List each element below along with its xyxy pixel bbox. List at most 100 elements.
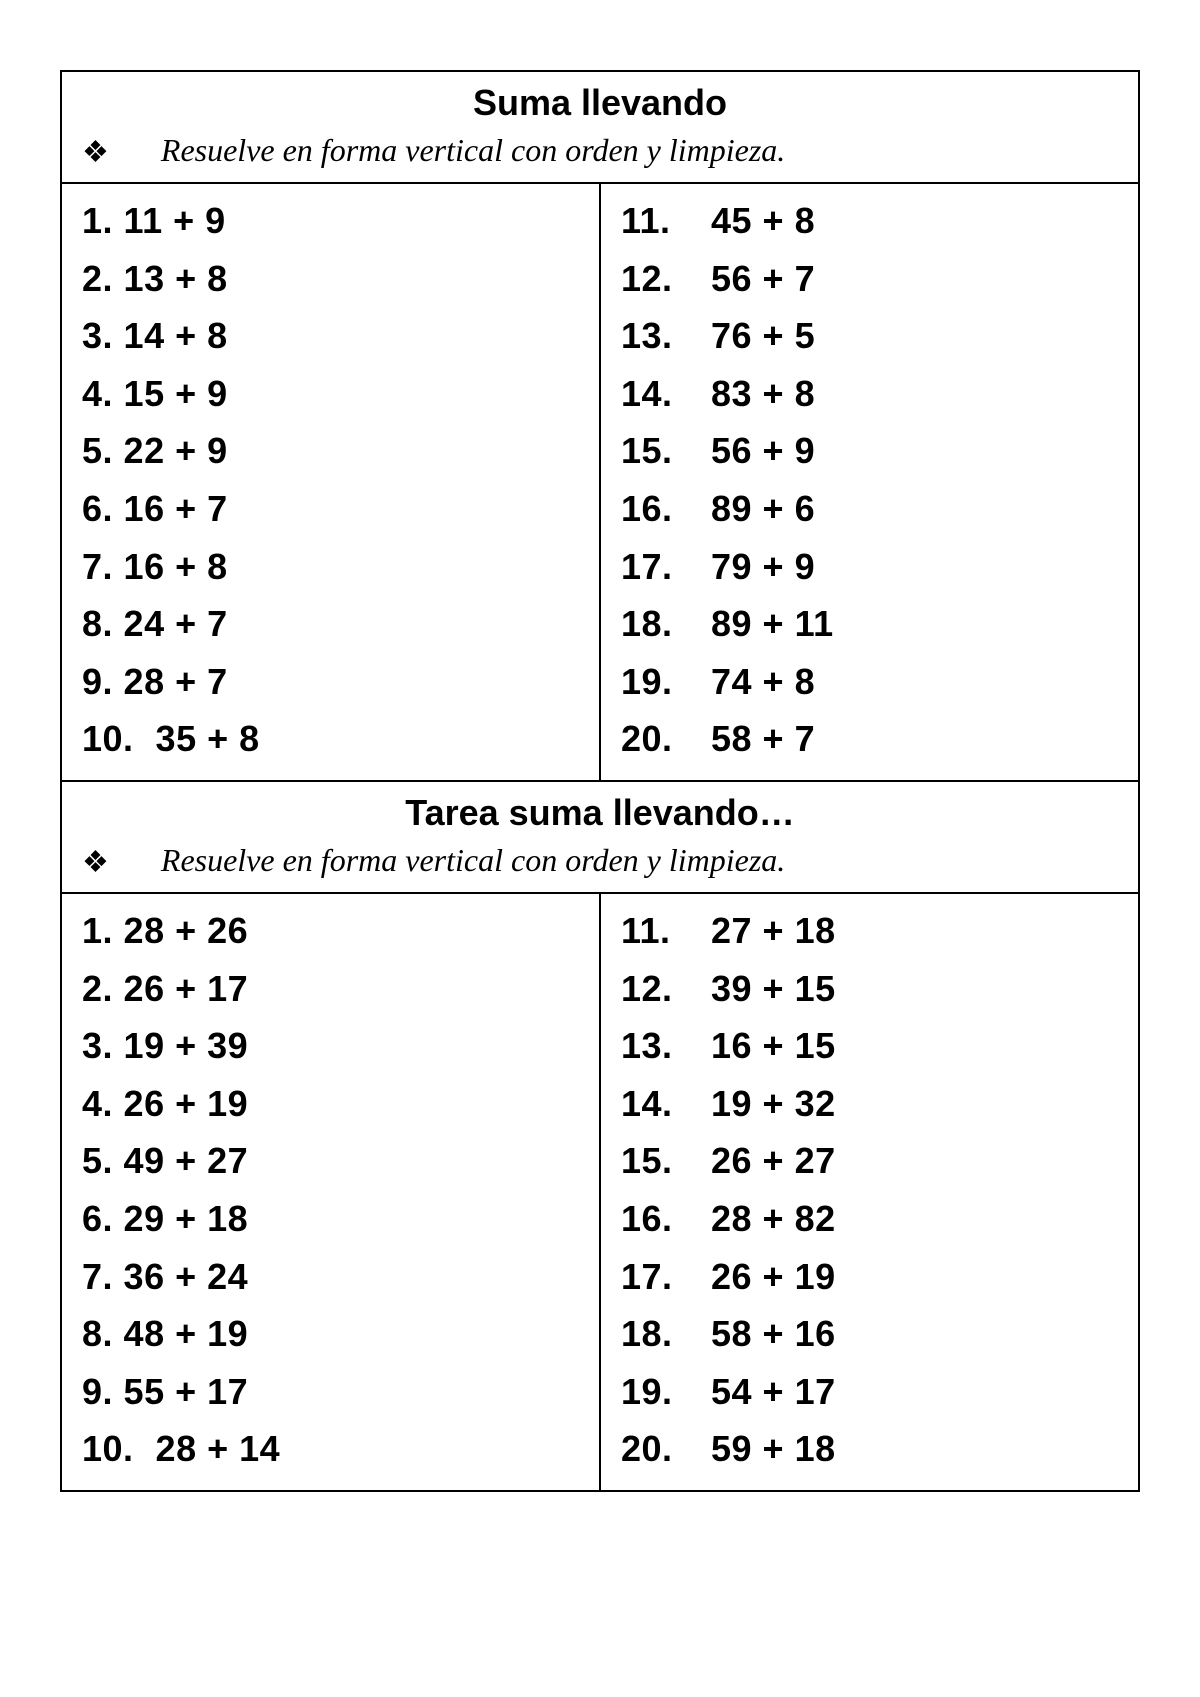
section2-instruction-cell: ❖ Resuelve en forma vertical con orden y… [61, 838, 1139, 893]
problem-item: 9. 28 + 7 [82, 653, 579, 711]
section2-right-column: 11.27 + 1812.39 + 1513.16 + 1514.19 + 32… [600, 893, 1139, 1491]
problem-item: 15. 26 + 27 [621, 1132, 1118, 1190]
section1-title-row: Suma llevando [61, 71, 1139, 128]
problem-number: 18. [621, 1305, 689, 1363]
problem-item: 12. 39 + 15 [621, 960, 1118, 1018]
problem-expression: 26 + 19 [711, 1256, 836, 1297]
problem-expression: 54 + 17 [711, 1371, 836, 1412]
problem-number: 19. [621, 1363, 689, 1421]
problem-item: 14.19 + 32 [621, 1075, 1118, 1133]
problem-expression: 55 + 17 [124, 1371, 249, 1412]
problem-expression: 22 + 9 [124, 430, 228, 471]
problem-item: 16.28 + 82 [621, 1190, 1118, 1248]
problem-number: 12. [621, 250, 689, 308]
problem-item: 6. 16 + 7 [82, 480, 579, 538]
problem-item: 13.16 + 15 [621, 1017, 1118, 1075]
problem-item: 10. 35 + 8 [82, 710, 579, 768]
section1-instruction-cell: ❖ Resuelve en forma vertical con orden y… [61, 128, 1139, 183]
problem-expression: 58 + 16 [711, 1313, 836, 1354]
problem-item: 17. 79 + 9 [621, 538, 1118, 596]
problem-expression: 16 + 7 [124, 488, 228, 529]
problem-expression: 58 + 7 [711, 718, 815, 759]
worksheet-table: Suma llevando ❖ Resuelve en forma vertic… [60, 70, 1140, 1492]
problem-expression: 28 + 14 [156, 1428, 281, 1469]
problem-expression: 16 + 8 [124, 546, 228, 587]
section2-title-row: Tarea suma llevando… [61, 781, 1139, 838]
problem-number: 20. [621, 1420, 689, 1478]
problem-expression: 83 + 8 [711, 373, 815, 414]
problem-number: 12. [621, 960, 689, 1018]
section1-left-column: 1. 11 + 92. 13 + 83. 14 + 84. 15 + 95. 2… [61, 183, 600, 781]
problem-expression: 11 + 9 [124, 200, 226, 241]
problem-item: 6. 29 + 18 [82, 1190, 579, 1248]
problem-expression: 35 + 8 [156, 718, 260, 759]
problem-number: 16. [621, 480, 689, 538]
problem-item: 3. 19 + 39 [82, 1017, 579, 1075]
problem-number: 5. [82, 1132, 113, 1190]
diamond-bullet-icon: ❖ [82, 845, 152, 880]
problem-number: 10. [82, 710, 134, 768]
problem-number: 4. [82, 1075, 113, 1133]
problem-number: 3. [82, 307, 113, 365]
problem-number: 11. [621, 192, 689, 250]
problem-number: 16. [621, 1190, 689, 1248]
problem-item: 9. 55 + 17 [82, 1363, 579, 1421]
problem-number: 2. [82, 250, 113, 308]
problem-item: 20. 59 + 18 [621, 1420, 1118, 1478]
problem-expression: 89 + 6 [711, 488, 815, 529]
problem-number: 17. [621, 538, 689, 596]
problem-item: 15.56 + 9 [621, 422, 1118, 480]
problem-number: 13. [621, 307, 689, 365]
problem-expression: 89 + 11 [711, 603, 834, 644]
worksheet-page: Suma llevando ❖ Resuelve en forma vertic… [0, 0, 1200, 1697]
problem-item: 8. 48 + 19 [82, 1305, 579, 1363]
problem-item: 17.26 + 19 [621, 1248, 1118, 1306]
problem-expression: 26 + 27 [711, 1140, 836, 1181]
problem-item: 5. 49 + 27 [82, 1132, 579, 1190]
problem-expression: 49 + 27 [124, 1140, 249, 1181]
problem-expression: 15 + 9 [124, 373, 228, 414]
problem-item: 19.74 + 8 [621, 653, 1118, 711]
problem-number: 7. [82, 538, 113, 596]
problem-number: 20. [621, 710, 689, 768]
problem-expression: 48 + 19 [124, 1313, 249, 1354]
problem-expression: 24 + 7 [124, 603, 228, 644]
problem-item: 18. 58 + 16 [621, 1305, 1118, 1363]
problem-number: 9. [82, 653, 113, 711]
section2-instruction-row: ❖ Resuelve en forma vertical con orden y… [61, 838, 1139, 893]
problem-number: 14. [621, 365, 689, 423]
problem-number: 2. [82, 960, 113, 1018]
problem-number: 5. [82, 422, 113, 480]
problem-expression: 59 + 18 [711, 1428, 836, 1469]
problem-number: 7. [82, 1248, 113, 1306]
problem-item: 5. 22 + 9 [82, 422, 579, 480]
problem-expression: 36 + 24 [124, 1256, 249, 1297]
problem-number: 18. [621, 595, 689, 653]
problem-number: 15. [621, 1132, 689, 1190]
problem-number: 11. [621, 902, 689, 960]
problem-item: 4. 15 + 9 [82, 365, 579, 423]
problem-number: 8. [82, 1305, 113, 1363]
problem-expression: 39 + 15 [711, 968, 836, 1009]
problem-item: 13.76 + 5 [621, 307, 1118, 365]
problem-item: 11. 45 + 8 [621, 192, 1118, 250]
section2-left-column: 1. 28 + 262. 26 + 173. 19 + 394. 26 + 19… [61, 893, 600, 1491]
problem-expression: 29 + 18 [124, 1198, 249, 1239]
problem-item: 8. 24 + 7 [82, 595, 579, 653]
problem-expression: 16 + 15 [711, 1025, 836, 1066]
diamond-bullet-icon: ❖ [82, 135, 152, 170]
problem-number: 4. [82, 365, 113, 423]
problem-item: 1. 28 + 26 [82, 902, 579, 960]
problem-number: 15. [621, 422, 689, 480]
problem-item: 4. 26 + 19 [82, 1075, 579, 1133]
problem-item: 10. 28 + 14 [82, 1420, 579, 1478]
problem-number: 9. [82, 1363, 113, 1421]
section2-title: Tarea suma llevando… [61, 781, 1139, 838]
problem-expression: 74 + 8 [711, 661, 815, 702]
problem-number: 10. [82, 1420, 134, 1478]
problem-number: 1. [82, 902, 113, 960]
problem-expression: 45 + 8 [711, 200, 815, 241]
problem-item: 14. 83 + 8 [621, 365, 1118, 423]
problem-item: 7. 36 + 24 [82, 1248, 579, 1306]
problem-expression: 79 + 9 [711, 546, 815, 587]
